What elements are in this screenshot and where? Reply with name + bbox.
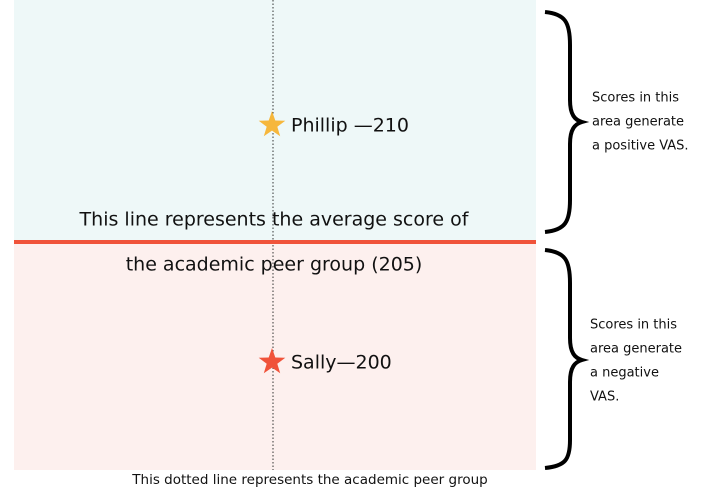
upper-note: Scores in this bbox=[592, 91, 679, 106]
lower-star bbox=[258, 348, 286, 374]
upper-brace bbox=[544, 10, 590, 234]
dotted-line-label: This dotted line represents the academic… bbox=[131, 472, 487, 488]
upper-marker-label: Phillip —210 bbox=[291, 115, 409, 137]
upper-note: area generate bbox=[592, 115, 684, 130]
upper-star bbox=[258, 111, 286, 137]
average-label: This line represents the average score o… bbox=[79, 209, 470, 231]
average-label: the academic peer group (205) bbox=[126, 254, 423, 276]
lower-marker-label: Sally—200 bbox=[291, 352, 392, 374]
lower-brace bbox=[544, 248, 590, 470]
lower-note: area generate bbox=[590, 342, 682, 357]
lower-note: a negative bbox=[590, 366, 659, 381]
lower-note: VAS. bbox=[590, 390, 619, 405]
lower-note: Scores in this bbox=[590, 318, 677, 333]
upper-note: a positive VAS. bbox=[592, 139, 689, 154]
